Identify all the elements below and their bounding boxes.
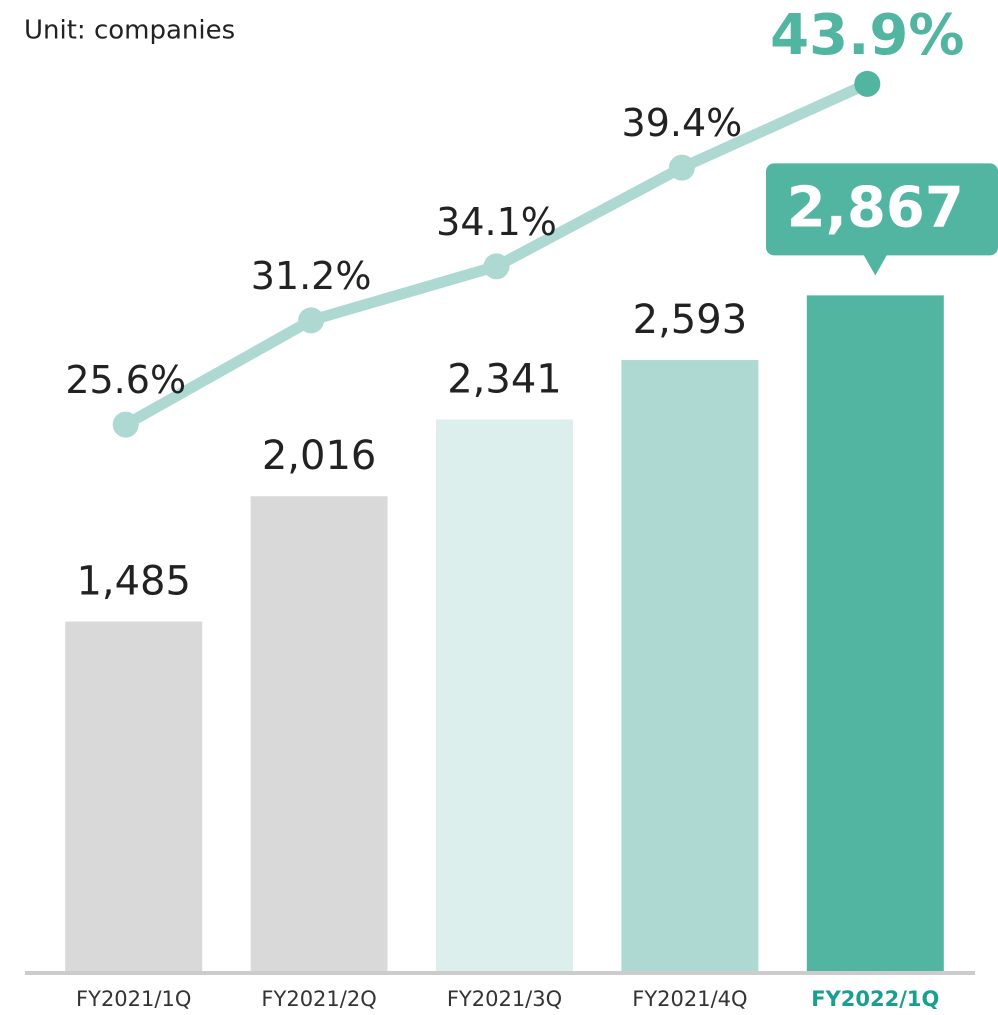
- line-value-label: 34.1%: [436, 200, 557, 244]
- bar-value-label: 1,485: [76, 559, 191, 605]
- x-tick-label: FY2022/1Q: [811, 987, 939, 1011]
- line-point: [112, 411, 139, 438]
- x-tick-label: FY2021/3Q: [447, 987, 562, 1011]
- callout-box: [766, 163, 998, 256]
- line-value-label: 31.2%: [251, 254, 372, 298]
- bar: [65, 621, 203, 972]
- line-point: [298, 307, 325, 334]
- x-tick-label: FY2021/2Q: [261, 987, 376, 1011]
- bar-value-label: 2,341: [447, 357, 562, 403]
- bar: [806, 295, 944, 972]
- bar-value-label: 2,593: [633, 297, 748, 343]
- line-value-label: 25.6%: [65, 358, 186, 402]
- line-point: [668, 154, 695, 181]
- bar-value-label: 2,867: [787, 176, 964, 241]
- line-point: [483, 253, 510, 280]
- bar-value-label: 2,016: [262, 433, 377, 479]
- bar: [621, 360, 759, 972]
- callout-pointer: [863, 254, 888, 276]
- x-tick-label: FY2021/4Q: [632, 987, 747, 1011]
- bar: [250, 496, 388, 972]
- unit-label: Unit: companies: [24, 16, 235, 46]
- bar: [436, 419, 573, 972]
- x-tick-label: FY2021/1Q: [76, 987, 191, 1011]
- line-value-label: 43.9%: [770, 3, 964, 68]
- line-point: [854, 70, 881, 97]
- line-value-label: 39.4%: [622, 101, 743, 145]
